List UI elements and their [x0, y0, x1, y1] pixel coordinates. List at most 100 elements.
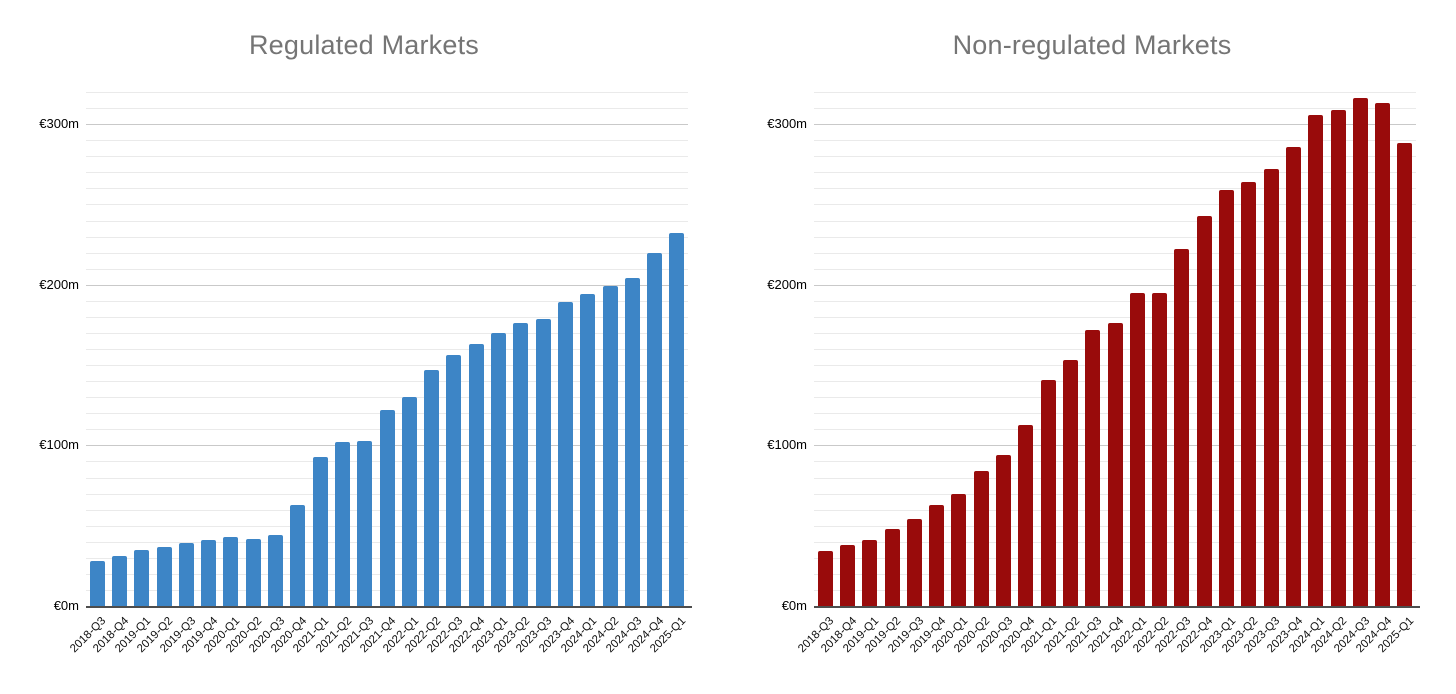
chart-panel-non-regulated: Non-regulated Markets €0m €100m €200m €300m… [728, 0, 1456, 694]
major-gridline [814, 284, 1416, 286]
bar-2021-Q4 [1107, 323, 1123, 606]
y-tick-label: €100m [39, 437, 79, 453]
bar-2022-Q2 [424, 369, 440, 606]
bar-2025-Q1 [1397, 143, 1413, 606]
minor-gridline [86, 156, 688, 158]
bar-2023-Q2 [513, 323, 529, 606]
bar-2023-Q3 [1263, 169, 1279, 606]
minor-gridline [86, 172, 688, 174]
bar-2024-Q2 [602, 286, 618, 606]
minor-gridline [86, 349, 688, 350]
chart-title-regulated: Regulated Markets [248, 30, 479, 60]
minor-gridline [86, 188, 688, 190]
bar-2019-Q1 [862, 540, 878, 606]
bar-2025-Q1 [669, 233, 685, 606]
bar-2022-Q4 [468, 344, 484, 606]
bar-2018-Q3 [89, 561, 105, 606]
bar-2021-Q1 [312, 456, 328, 606]
minor-gridline [814, 316, 1416, 318]
plot-area-non-regulated: €0m €100m €200m €300m 2018-Q3 2018-Q4 2019-Q1 2… [728, 0, 1456, 694]
bar-2022-Q1 [1129, 292, 1145, 606]
bar-2019-Q4 [929, 504, 945, 606]
minor-gridline [86, 268, 688, 270]
bar-2018-Q4 [839, 545, 855, 606]
bar-2023-Q3 [535, 318, 551, 606]
minor-gridline [86, 140, 688, 142]
bar-2020-Q1 [951, 493, 967, 606]
minor-gridline [814, 188, 1416, 190]
minor-gridline [814, 252, 1416, 254]
minor-gridline [86, 365, 688, 367]
bar-2023-Q1 [1219, 190, 1234, 606]
bar-2023-Q1 [491, 332, 506, 606]
y-tick-label: €0m [781, 598, 807, 613]
minor-gridline [814, 204, 1416, 206]
bar-2021-Q1 [1040, 379, 1056, 606]
y-tick-label: €0m [53, 598, 79, 613]
major-gridline [814, 124, 1416, 126]
y-tick-label: €300m [39, 116, 79, 132]
minor-gridline [86, 300, 688, 302]
minor-gridline [86, 108, 688, 110]
minor-gridline [814, 236, 1416, 238]
minor-gridline [814, 92, 1416, 93]
bar-2020-Q2 [973, 471, 989, 606]
minor-gridline [814, 172, 1416, 174]
minor-gridline [814, 300, 1416, 302]
bar-2020-Q2 [245, 538, 261, 606]
bar-2019-Q3 [178, 543, 194, 606]
chart-title-non-regulated: Non-regulated Markets [952, 30, 1232, 60]
minor-gridline [86, 204, 688, 206]
bar-2023-Q4 [1285, 146, 1301, 606]
x-axis-line [86, 606, 692, 608]
bar-2020-Q1 [223, 536, 239, 606]
major-gridline [86, 284, 688, 286]
x-axis-line [814, 606, 1420, 608]
minor-gridline [86, 381, 688, 383]
bar-2022-Q4 [1196, 215, 1212, 606]
minor-gridline [86, 236, 688, 238]
minor-gridline [814, 140, 1416, 142]
bar-2024-Q2 [1330, 109, 1346, 606]
y-tick-label: €100m [767, 437, 807, 453]
bar-2020-Q4 [290, 504, 306, 606]
bar-2021-Q2 [334, 442, 350, 606]
bar-2024-Q4 [1375, 103, 1391, 606]
minor-gridline [86, 316, 688, 318]
minor-gridline [86, 332, 688, 334]
bar-2021-Q3 [1085, 329, 1101, 606]
minor-gridline [814, 108, 1416, 110]
minor-gridline [814, 220, 1416, 222]
y-tick-label: €300m [767, 116, 807, 132]
plot-area-regulated: €0m €100m €200m €300m 2018-Q3 2018-Q4 2019-Q1 2… [39, 92, 692, 655]
minor-gridline [814, 156, 1416, 158]
bar-2022-Q3 [446, 355, 462, 606]
bar-2023-Q2 [1241, 181, 1257, 606]
bar-2020-Q3 [996, 455, 1011, 606]
bar-2023-Q4 [557, 302, 573, 606]
bar-2019-Q3 [906, 519, 922, 606]
bar-2019-Q4 [201, 540, 217, 606]
bar-2018-Q3 [817, 551, 833, 606]
y-tick-label: €200m [767, 276, 807, 292]
bar-2024-Q3 [1352, 98, 1368, 606]
minor-gridline [814, 268, 1416, 270]
bar-2024-Q3 [624, 278, 640, 606]
bar-2022-Q1 [401, 397, 417, 606]
bar-2019-Q2 [156, 546, 172, 606]
bar-2019-Q2 [884, 528, 900, 606]
bar-2020-Q3 [268, 535, 283, 606]
bar-2024-Q4 [647, 252, 663, 606]
bar-2020-Q4 [1018, 424, 1034, 606]
minor-gridline [86, 252, 688, 254]
minor-gridline [86, 397, 688, 399]
bar-2021-Q2 [1062, 360, 1078, 606]
bar-2022-Q2 [1152, 292, 1168, 606]
bar-2024-Q1 [1308, 114, 1324, 606]
bar-2021-Q3 [357, 440, 373, 606]
bar-2018-Q4 [111, 556, 127, 606]
bar-2024-Q1 [580, 294, 596, 606]
bar-2022-Q3 [1174, 249, 1190, 606]
chart-panel-regulated: Regulated Markets €0m €100m €200m €300m 2018… [39, 30, 692, 655]
